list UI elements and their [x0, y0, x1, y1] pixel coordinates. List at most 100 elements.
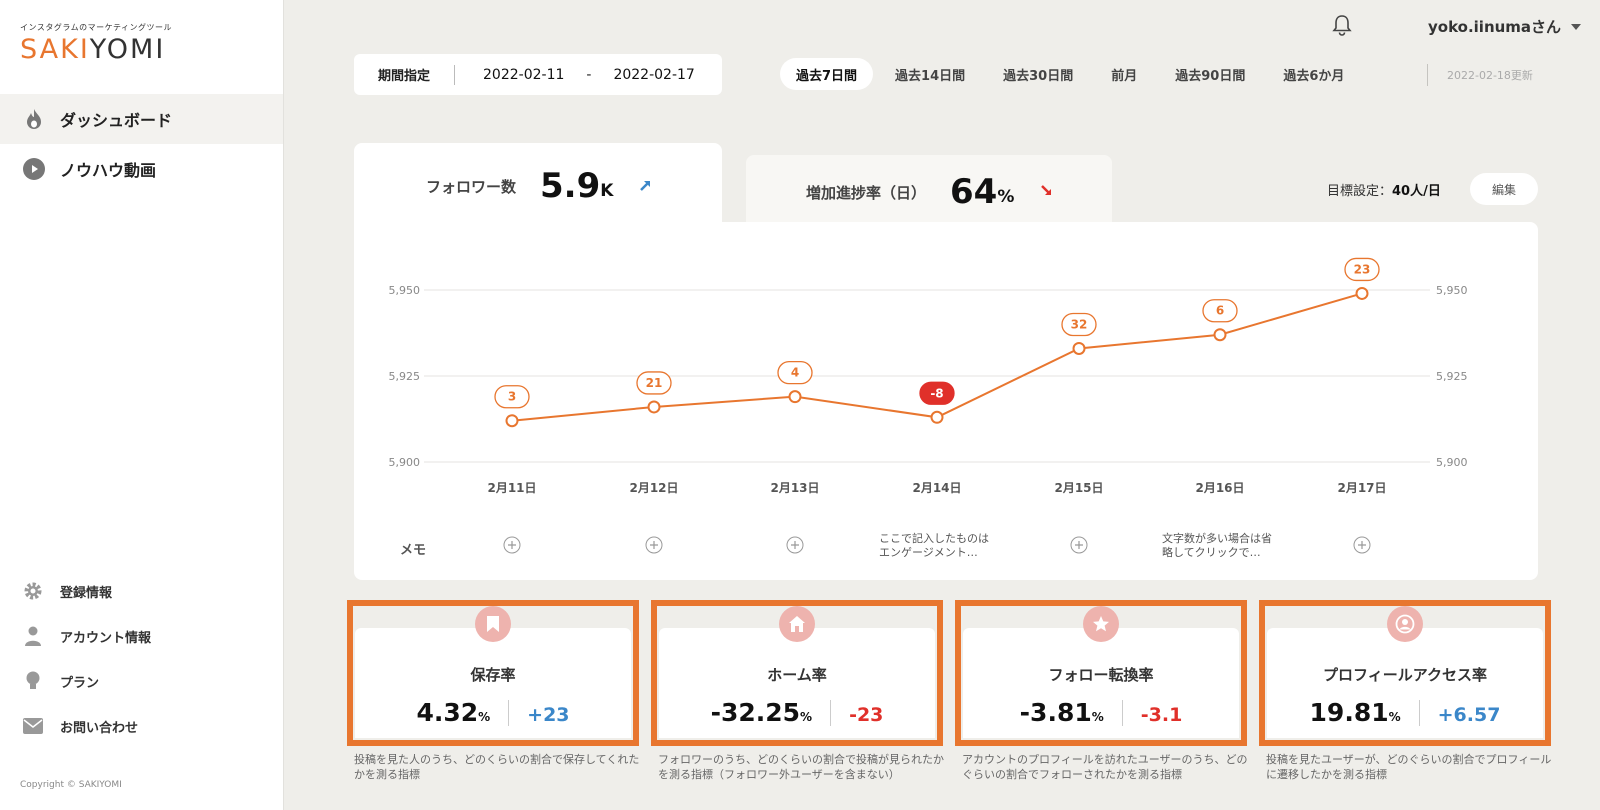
memo-note[interactable]: 文字数が多い場合は省 略してクリックで… — [1162, 532, 1272, 559]
metric-card-title: 保存率 — [470, 666, 516, 684]
divider — [508, 699, 510, 726]
date-from[interactable]: 2022-02-11 — [483, 66, 565, 83]
metric-card-body: ホーム率 -32.25 % -23 — [659, 606, 935, 738]
divider — [454, 64, 456, 85]
tab-period-0[interactable]: 過去7日間 — [780, 58, 874, 90]
x-tick-label: 2月15日 — [1054, 481, 1103, 495]
nav-item-knowhow-videos[interactable]: ノウハウ動画 — [0, 144, 283, 194]
person-icon — [22, 625, 44, 647]
date-range-label: 期間指定 — [378, 69, 431, 84]
metric-card-title: ホーム率 — [767, 666, 827, 684]
edit-goal-button[interactable]: 編集 — [1470, 173, 1538, 205]
growth-label: 増加進捗率（日） — [806, 183, 927, 202]
y-tick-label-right: 5,925 — [1436, 370, 1468, 383]
tab-period-3[interactable]: 前月 — [1111, 68, 1138, 84]
tab-period-2[interactable]: 過去30日間 — [1003, 68, 1074, 84]
add-memo-button[interactable] — [786, 536, 804, 554]
data-label-bubble — [777, 360, 813, 385]
metric-card-body: 保存率 4.32 % +23 — [355, 606, 631, 738]
data-point — [1355, 286, 1369, 300]
y-tick-label-right: 5,900 — [1436, 456, 1468, 469]
x-tick-label: 2月11日 — [487, 481, 536, 495]
memo-note[interactable]: ここで記入したものは エンゲージメント… — [879, 532, 989, 559]
metric-card-body: プロフィールアクセス率 19.81 % +6.57 — [1267, 606, 1543, 738]
play-circle-icon — [22, 157, 46, 181]
metric-card[interactable]: ホーム率 -32.25 % -23 — [651, 600, 943, 746]
growth-unit: % — [997, 187, 1015, 207]
sub-nav-registration[interactable]: 登録情報 — [22, 580, 112, 602]
date-to[interactable]: 2022-02-17 — [613, 66, 695, 83]
metric-card-description: フォロワーのうち、どのくらいの割合で投稿が見られたかを測る指標（フォロワー外ユー… — [658, 753, 944, 781]
sub-nav-plan[interactable]: プラン — [22, 670, 99, 692]
nav-item-dashboard[interactable]: ダッシュボード — [0, 94, 283, 144]
metric-card[interactable]: 保存率 4.32 % +23 — [347, 600, 639, 746]
data-point — [1213, 328, 1227, 342]
metric-card-delta: -3.1 — [1140, 704, 1183, 726]
add-memo-button[interactable] — [1070, 536, 1088, 554]
data-point — [788, 390, 802, 404]
tab-followers[interactable]: フォロワー数 5.9 K — [354, 143, 722, 229]
add-memo-button[interactable] — [503, 536, 521, 554]
mail-icon — [22, 715, 44, 737]
x-tick-label: 2月13日 — [770, 481, 819, 495]
metric-card-description: 投稿を見た人のうち、どのくらいの割合で保存してくれたかを測る指標 — [354, 753, 640, 781]
followers-value: 5.9 — [540, 166, 601, 206]
data-label-bubble — [1202, 299, 1238, 323]
home-icon — [779, 606, 815, 642]
data-label: -8 — [930, 386, 943, 400]
trend-down-icon — [1040, 183, 1054, 202]
metric-card-unit: % — [478, 710, 491, 724]
metric-card-value: -32.25 — [710, 698, 801, 727]
lightbulb-icon — [22, 670, 44, 692]
user-name: yoko.iinumaさん — [1428, 18, 1562, 36]
sub-nav-contact[interactable]: お問い合わせ — [22, 715, 138, 737]
metric-card-value: 4.32 — [416, 698, 479, 727]
sub-nav-account[interactable]: アカウント情報 — [22, 625, 151, 647]
data-label-bubble — [1061, 312, 1097, 337]
data-label-bubble — [919, 381, 955, 405]
logo-tagline: インスタグラムのマーケティングツール — [20, 23, 172, 32]
data-label: 3 — [508, 390, 516, 404]
followers-unit: K — [600, 181, 614, 201]
sub-nav-label: プラン — [60, 675, 100, 691]
divider — [830, 699, 832, 726]
data-point — [505, 414, 519, 428]
followers-line-chart: 5,950 5,950 5,925 5,925 5,900 5,900 3 2月11日 21 2月… — [389, 257, 1468, 554]
metric-card-values: 4.32 % +23 — [355, 698, 631, 727]
metric-card-title: プロフィールアクセス率 — [1323, 666, 1487, 684]
metric-card[interactable]: プロフィールアクセス率 19.81 % +6.57 — [1259, 600, 1551, 746]
metric-card-description: 投稿を見たユーザーが、どのぐらいの割合でプロフィールに遷移したかを測る指標 — [1266, 753, 1552, 781]
add-memo-button[interactable] — [1353, 536, 1371, 554]
metric-card-description: アカウントのプロフィールを訪れたユーザーのうち、どのぐらいの割合でフォローされた… — [962, 753, 1248, 781]
metric-card-values: 19.81 % +6.57 — [1267, 698, 1543, 727]
trend-up-icon — [639, 177, 653, 196]
nav-label: ノウハウ動画 — [60, 161, 157, 180]
x-tick-label: 2月14日 — [912, 481, 961, 495]
metric-card[interactable]: フォロー転換率 -3.81 % -3.1 — [955, 600, 1247, 746]
period-tabs: 過去7日間 過去14日間 過去30日間 前月 過去90日間 過去6か月 — [780, 58, 1366, 90]
date-range-picker[interactable]: 期間指定 2022-02-11 - 2022-02-17 — [354, 54, 722, 95]
y-tick-label-left: 5,900 — [389, 456, 421, 469]
logo[interactable]: SAKIYOMI — [20, 34, 166, 65]
data-label: 21 — [646, 376, 663, 390]
bell-icon[interactable] — [1332, 14, 1352, 40]
memo-label: メモ — [400, 543, 427, 558]
chevron-down-icon — [1571, 23, 1582, 30]
metric-card-values: -3.81 % -3.1 — [963, 698, 1239, 727]
data-label: 23 — [1354, 262, 1371, 276]
y-tick-label-left: 5,950 — [389, 284, 421, 297]
tab-period-1[interactable]: 過去14日間 — [895, 68, 966, 84]
x-tick-label: 2月17日 — [1337, 481, 1386, 495]
tab-growth-rate[interactable]: 増加進捗率（日） 64 % — [746, 155, 1112, 229]
gear-icon — [22, 580, 44, 602]
metric-card-delta: +23 — [527, 704, 570, 726]
data-label-bubble — [636, 371, 672, 395]
goal-setting: 目標設定：40人/日 — [1327, 184, 1441, 199]
tab-period-5[interactable]: 過去6か月 — [1283, 68, 1345, 84]
user-menu[interactable]: yoko.iinumaさん — [1428, 16, 1582, 37]
add-memo-button[interactable] — [645, 536, 663, 554]
tab-period-4[interactable]: 過去90日間 — [1175, 68, 1246, 84]
data-label: 32 — [1071, 317, 1088, 331]
sidebar: インスタグラムのマーケティングツール SAKIYOMI ダッシュボード ノウハウ… — [0, 0, 284, 810]
data-point — [1072, 341, 1086, 355]
